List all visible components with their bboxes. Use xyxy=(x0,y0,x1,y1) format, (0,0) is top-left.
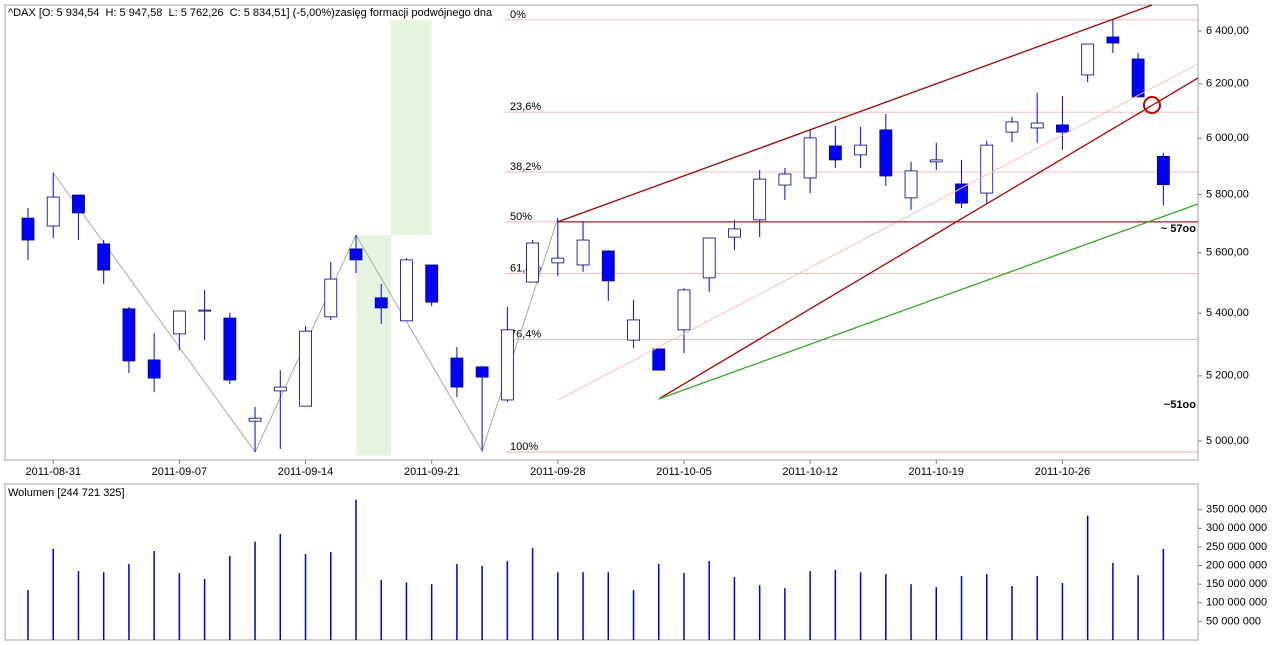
candle-body xyxy=(1030,122,1044,129)
candle-body xyxy=(702,237,716,279)
candle-body xyxy=(652,348,666,371)
y-tick-label: 5 200,00 xyxy=(1206,370,1249,382)
shaded-zone xyxy=(391,19,432,236)
plot-layer: ^DAX [O: 5 934,54 H: 5 947,58 L: 5 762,2… xyxy=(8,4,1267,640)
candle-body xyxy=(1056,124,1069,133)
candle-body xyxy=(677,289,691,331)
y-tick-label: 5 800,00 xyxy=(1206,188,1249,200)
x-tick-label: 2011-10-12 xyxy=(782,466,837,478)
candle-body xyxy=(627,319,640,341)
candle-body xyxy=(349,248,363,261)
candle-body xyxy=(1106,36,1120,44)
candle-body xyxy=(46,196,60,227)
x-tick-label: 2011-10-26 xyxy=(1035,466,1090,478)
candle-body xyxy=(526,242,539,283)
candle-body xyxy=(97,243,111,271)
x-tick-label: 2011-09-21 xyxy=(404,466,459,478)
trend-line xyxy=(557,4,1153,223)
x-tick-label: 2011-10-05 xyxy=(656,466,711,478)
candle-body xyxy=(904,170,918,199)
x-tick-label: 2011-09-14 xyxy=(278,466,333,478)
trend-line xyxy=(658,203,1199,400)
y-tick-label: 5 400,00 xyxy=(1206,307,1249,319)
candle-body xyxy=(980,144,994,194)
x-tick-label: 2011-10-19 xyxy=(909,466,964,478)
candle-body xyxy=(172,310,186,335)
candle-body xyxy=(929,159,943,163)
y-tick-label: 6 000,00 xyxy=(1206,132,1249,144)
candle-body xyxy=(753,178,767,221)
y-tick-label: 350 000 000 xyxy=(1206,504,1267,516)
candle-body xyxy=(72,194,85,214)
chart-subtitle: zasięg formacji podwójnego dna xyxy=(335,7,493,19)
candle-body xyxy=(955,183,968,204)
fib-label: 38,2% xyxy=(510,161,541,173)
candle-body xyxy=(576,239,590,266)
y-tick-label: 150 000 000 xyxy=(1206,578,1267,590)
chart-title: ^DAX [O: 5 934,54 H: 5 947,58 L: 5 762,2… xyxy=(8,7,335,19)
candle-body xyxy=(223,317,237,381)
candle-body xyxy=(1131,58,1145,98)
candle-body xyxy=(803,137,817,179)
candle-body xyxy=(198,309,212,312)
y-tick-label: 5 000,00 xyxy=(1206,435,1249,447)
candle-body xyxy=(854,144,867,156)
y-tick-label: 5 600,00 xyxy=(1206,247,1249,259)
shaded-zone xyxy=(355,235,392,456)
candle-body xyxy=(147,359,161,379)
candle-body xyxy=(324,278,338,318)
candle-body xyxy=(1081,43,1095,76)
fib-label: 50% xyxy=(510,211,532,223)
candle-body xyxy=(400,259,413,322)
candle-body xyxy=(1156,155,1170,186)
y-tick-label: 50 000 000 xyxy=(1206,615,1261,627)
y-tick-label: 250 000 000 xyxy=(1206,541,1267,553)
price-panel xyxy=(4,4,1199,461)
candle-body xyxy=(374,297,388,309)
trend-line xyxy=(557,63,1199,401)
candle-body xyxy=(273,386,287,392)
y-tick-label: 200 000 000 xyxy=(1206,559,1267,571)
candle-body xyxy=(879,129,893,177)
fib-label: 100% xyxy=(510,441,538,453)
y-tick-label: 300 000 000 xyxy=(1206,522,1267,534)
candle-body xyxy=(299,330,312,407)
candle-body xyxy=(248,417,262,422)
candle-body xyxy=(728,228,741,238)
candle-body xyxy=(475,366,489,378)
y-tick-label: 6 400,00 xyxy=(1206,25,1249,37)
marker-circle xyxy=(1142,96,1161,115)
y-tick-label: 100 000 000 xyxy=(1206,597,1267,609)
candle-body xyxy=(1005,121,1019,133)
chart-title: Wolumen [244 721 325] xyxy=(8,487,125,499)
y-tick-label: 6 200,00 xyxy=(1206,78,1249,90)
volume-panel xyxy=(4,483,1199,641)
trend-line xyxy=(658,77,1199,400)
x-tick-label: 2011-09-07 xyxy=(152,466,207,478)
candle-body xyxy=(122,308,136,362)
annotation: ~51oo xyxy=(1164,399,1196,411)
candle-body xyxy=(450,357,464,388)
candle-body xyxy=(500,329,514,401)
candle-body xyxy=(828,145,842,161)
candle-body xyxy=(778,173,792,186)
candle-body xyxy=(21,217,35,241)
fib-label: 0% xyxy=(510,9,526,21)
fib-label: 23,6% xyxy=(510,101,541,113)
candle-body xyxy=(601,250,615,282)
candle-body xyxy=(551,257,565,264)
x-tick-label: 2011-09-28 xyxy=(530,466,585,478)
x-tick-label: 2011-08-31 xyxy=(26,466,81,478)
fib-label: 76,4% xyxy=(510,328,541,340)
annotation: ~ 57oo xyxy=(1161,223,1196,235)
candle-body xyxy=(425,264,439,303)
